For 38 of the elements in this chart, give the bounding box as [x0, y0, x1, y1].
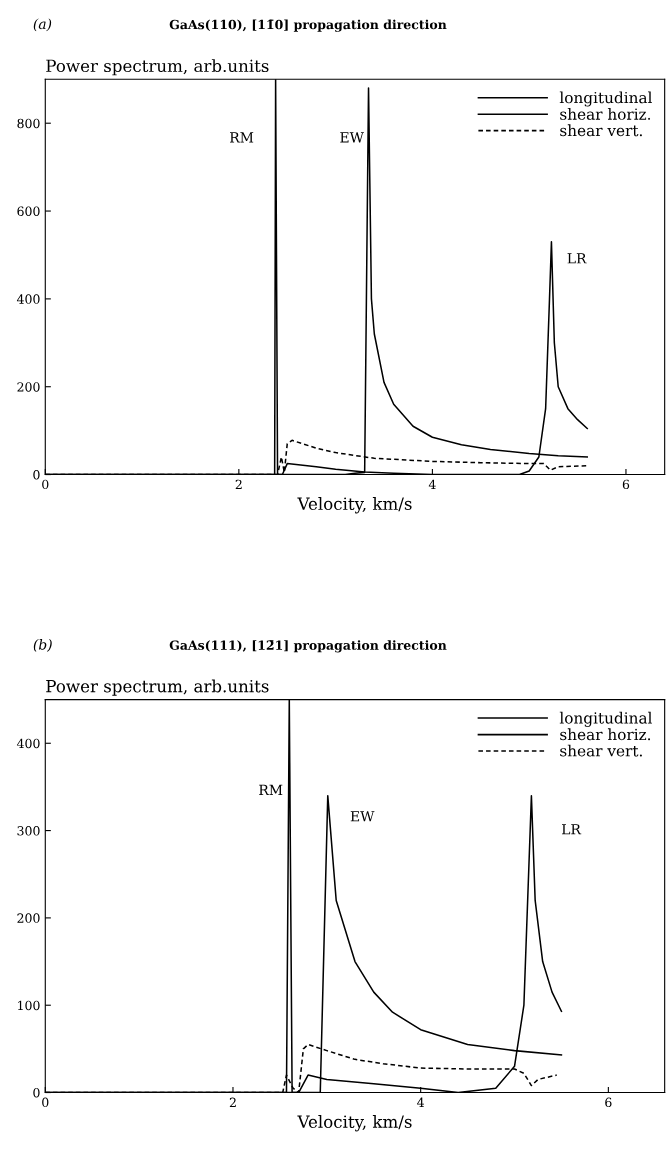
- annotation: LR: [562, 824, 582, 835]
- legend-label: shear horiz.: [560, 728, 651, 741]
- y-tick-label: 800: [17, 118, 40, 129]
- chart-title: GaAs(110), [11̄0] propagation direction: [169, 19, 447, 32]
- y-tick-label: 400: [16, 738, 40, 749]
- y-tick-label: 300: [17, 826, 40, 836]
- x-tick-label: 6: [622, 479, 630, 490]
- x-axis-title: Velocity, km/s: [297, 497, 412, 514]
- x-tick-label: 2: [229, 1097, 236, 1107]
- legend-label: longitudinal: [559, 711, 652, 727]
- y-tick-label: 100: [18, 1000, 40, 1011]
- y-tick-label: 200: [17, 913, 40, 923]
- y-axis-title: Power spectrum, arb.units: [46, 59, 269, 76]
- annotation: EW: [340, 132, 364, 143]
- x-tick-label: 6: [605, 1097, 612, 1108]
- x-tick-label: 2: [235, 479, 242, 489]
- y-tick-label: 0: [33, 1088, 40, 1098]
- legend-label: shear vert.: [560, 124, 642, 137]
- text: (a): [33, 18, 52, 32]
- y-tick-label: 0: [33, 470, 40, 480]
- y-tick-label: 200: [17, 382, 40, 392]
- legend-label: longitudinal: [559, 91, 652, 107]
- annotation: RM: [259, 784, 283, 795]
- y-tick-label: 600: [17, 206, 40, 216]
- annotation: EW: [350, 811, 375, 822]
- x-tick-label: 0: [42, 1097, 49, 1108]
- chart-title: GaAs(111), [12̄1] propagation direction: [169, 640, 447, 653]
- x-tick-label: 4: [417, 1097, 425, 1107]
- x-tick-label: 0: [42, 479, 49, 490]
- text: (b): [33, 639, 52, 652]
- x-axis-title: Velocity, km/s: [297, 1115, 412, 1132]
- legend-label: shear vert.: [560, 744, 642, 757]
- y-axis-title: Power spectrum, arb.units: [46, 679, 269, 696]
- annotation: RM: [230, 132, 254, 143]
- y-tick-label: 400: [16, 294, 40, 304]
- x-tick-label: 4: [428, 479, 436, 489]
- legend-label: shear horiz.: [560, 108, 651, 120]
- annotation: LR: [567, 253, 587, 264]
